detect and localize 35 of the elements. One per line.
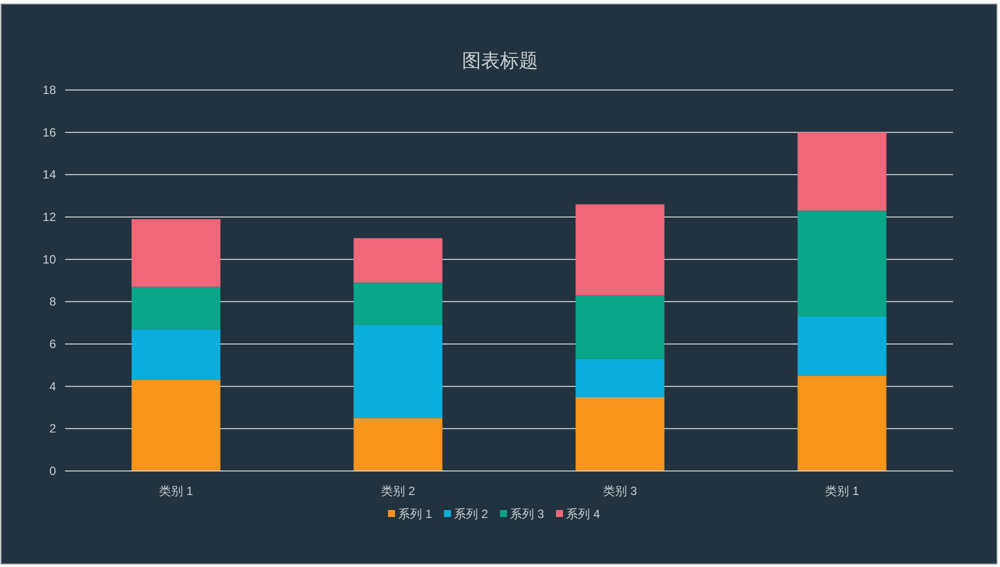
legend-label: 系列 1	[398, 507, 432, 521]
x-tick-label: 类别 1	[824, 484, 860, 498]
y-tick-label: 2	[49, 422, 56, 436]
bar	[798, 316, 886, 376]
legend-label: 系列 3	[510, 507, 544, 521]
chart-title: 图表标题	[462, 51, 538, 72]
bar	[132, 286, 220, 330]
legend-label: 系列 4	[566, 507, 600, 521]
bar	[798, 132, 886, 211]
x-tick-label: 类别 1	[158, 484, 194, 498]
bar	[354, 238, 442, 283]
bar	[132, 380, 220, 471]
y-tick-label: 14	[42, 168, 56, 182]
y-tick-label: 10	[42, 252, 56, 266]
bar	[798, 210, 886, 316]
legend-label: 系列 2	[454, 507, 488, 521]
x-tick-label: 类别 3	[602, 484, 638, 498]
bar	[132, 329, 220, 380]
bar	[354, 324, 442, 418]
bar	[576, 358, 664, 397]
y-tick-label: 4	[49, 379, 56, 394]
y-tick-label: 12	[42, 210, 56, 224]
bar	[798, 376, 886, 471]
y-tick-label: 0	[49, 464, 56, 478]
bar	[576, 204, 664, 296]
bar	[132, 219, 220, 287]
bar	[576, 295, 664, 359]
bar	[354, 282, 442, 325]
y-tick-label: 8	[49, 294, 56, 309]
y-tick-label: 6	[49, 337, 56, 351]
y-tick-label: 18	[42, 83, 56, 97]
bar	[576, 396, 664, 471]
bar	[354, 418, 442, 471]
x-tick-label: 类别 2	[380, 484, 416, 498]
y-tick-label: 16	[42, 125, 56, 140]
